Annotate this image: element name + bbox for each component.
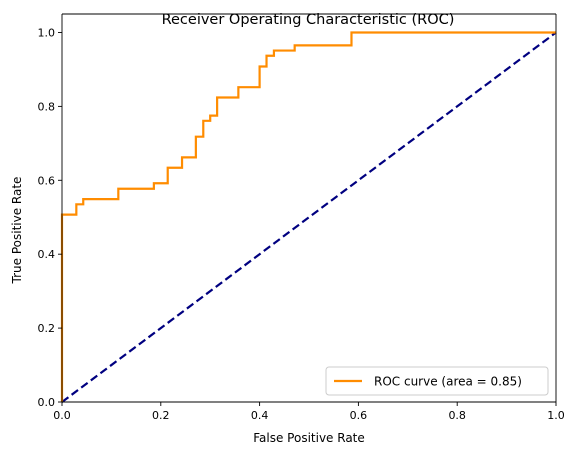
- x-tick-label: 1.0: [547, 409, 565, 422]
- x-tick-label: 0.0: [53, 409, 71, 422]
- legend-label-roc: ROC curve (area = 0.85): [374, 375, 522, 389]
- x-tick-label: 0.6: [350, 409, 368, 422]
- x-axis-ticks: 0.0 0.2 0.4 0.6 0.8 1.0: [53, 402, 565, 422]
- y-axis-label: True Positive Rate: [10, 177, 24, 285]
- chance-diagonal-line: [61, 31, 557, 403]
- roc-curve-line: [60, 31, 556, 402]
- x-axis-label: False Positive Rate: [253, 431, 365, 445]
- y-tick-label: 1.0: [38, 26, 56, 39]
- y-tick-label: 0.6: [38, 174, 56, 187]
- legend: ROC curve (area = 0.85): [325, 366, 549, 396]
- chart-title: Receiver Operating Characteristic (ROC): [162, 12, 455, 28]
- x-tick-label: 0.2: [152, 409, 170, 422]
- plot-frame: [62, 14, 556, 402]
- y-tick-label: 0.2: [38, 322, 56, 335]
- y-tick-label: 0.4: [38, 248, 56, 261]
- x-tick-label: 0.4: [251, 409, 269, 422]
- y-tick-label: 0.0: [38, 396, 56, 409]
- series-layer: [60, 31, 557, 403]
- y-tick-label: 0.8: [38, 100, 56, 113]
- x-tick-label: 0.8: [448, 409, 466, 422]
- y-axis-ticks: 0.0 0.2 0.4 0.6 0.8 1.0: [38, 26, 62, 409]
- legend-box: [325, 366, 549, 396]
- plot-area: [60, 13, 557, 403]
